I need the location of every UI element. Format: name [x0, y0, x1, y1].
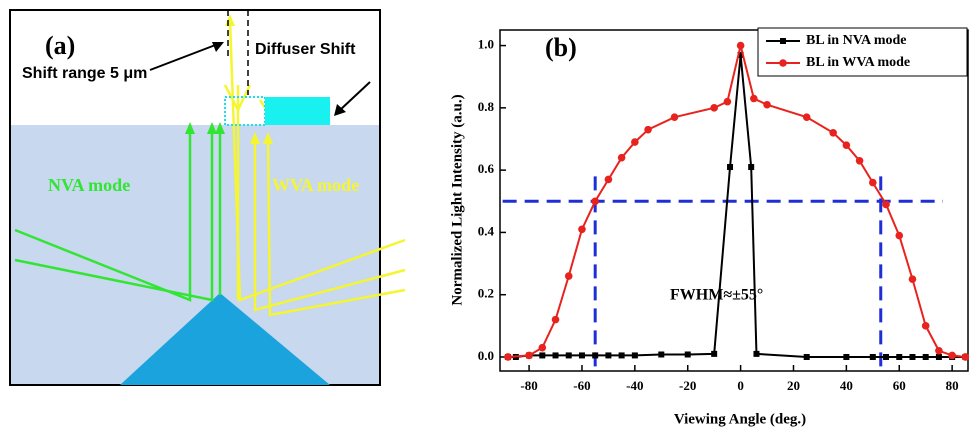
y-tick-label: 0.8	[478, 99, 495, 114]
marker	[882, 201, 890, 209]
shift-label: Shift range 5 μm	[22, 65, 147, 82]
marker	[779, 59, 787, 67]
marker	[553, 352, 559, 358]
pointer-head	[212, 42, 224, 52]
x-tick-label: 20	[787, 378, 800, 393]
marker	[525, 352, 533, 360]
pointer	[150, 44, 218, 70]
marker	[539, 344, 547, 352]
chart: (b) Viewing Angle (deg.) Normalized Ligh…	[449, 28, 969, 427]
marker	[895, 232, 903, 240]
marker	[922, 322, 930, 330]
marker	[843, 354, 849, 360]
marker	[883, 354, 889, 360]
diagram: (a) Shift range 5 μm Diffuser Shift NVA …	[10, 10, 405, 385]
x-tick-label: 0	[737, 378, 744, 393]
wva-label: WVA mode	[272, 175, 359, 195]
marker	[566, 352, 572, 358]
y-tick-label: 0.2	[478, 286, 494, 301]
marker	[870, 354, 876, 360]
marker	[804, 354, 810, 360]
diffuser-old	[225, 97, 265, 125]
marker	[644, 126, 652, 134]
marker	[552, 316, 560, 324]
diffuser	[265, 97, 330, 125]
legend-label: BL in WVA mode	[806, 55, 910, 70]
x-tick-label: -60	[573, 378, 590, 393]
marker	[504, 353, 512, 361]
marker	[605, 352, 611, 358]
marker	[671, 113, 679, 121]
figure: (a) Shift range 5 μm Diffuser Shift NVA …	[0, 0, 971, 434]
marker	[948, 352, 956, 360]
panel-label: (b)	[545, 33, 577, 62]
marker	[780, 38, 786, 44]
series-line	[508, 55, 965, 357]
marker	[803, 113, 811, 121]
marker	[923, 354, 929, 360]
marker	[856, 157, 864, 165]
legend-label: BL in NVA mode	[806, 33, 907, 48]
marker	[909, 275, 917, 283]
panel-label: (a)	[45, 31, 75, 60]
pointer	[340, 82, 370, 110]
marker	[539, 352, 545, 358]
y-tick-label: 0.6	[478, 161, 495, 176]
y-tick-label: 0.0	[478, 348, 494, 363]
nva-label: NVA mode	[48, 175, 130, 195]
x-tick-label: -20	[679, 378, 696, 393]
marker	[710, 104, 718, 112]
marker	[727, 164, 733, 170]
marker	[936, 354, 942, 360]
marker	[685, 351, 691, 357]
marker	[565, 272, 573, 280]
marker	[909, 354, 915, 360]
marker	[591, 197, 599, 205]
marker	[592, 352, 598, 358]
marker	[896, 354, 902, 360]
marker	[724, 98, 732, 106]
marker	[711, 351, 717, 357]
x-tick-label: -40	[626, 378, 643, 393]
marker	[753, 351, 759, 357]
marker	[843, 141, 851, 149]
marker	[631, 138, 639, 146]
x-tick-label: 80	[946, 378, 959, 393]
x-tick-label: -80	[520, 378, 537, 393]
marker	[829, 129, 837, 137]
page: (a) Shift range 5 μm Diffuser Shift NVA …	[0, 0, 971, 439]
marker	[619, 352, 625, 358]
marker	[632, 352, 638, 358]
marker	[935, 347, 943, 355]
x-tick-label: 40	[840, 378, 853, 393]
marker	[579, 352, 585, 358]
marker	[605, 176, 613, 184]
y-tick-label: 0.4	[478, 223, 495, 238]
x-tick-label: 60	[893, 378, 906, 393]
diffuser-label: Diffuser Shift	[255, 41, 356, 58]
marker	[962, 353, 970, 361]
marker	[750, 95, 758, 103]
y-tick-label: 1.0	[478, 37, 494, 52]
x-axis-label: Viewing Angle (deg.)	[674, 411, 806, 427]
marker	[748, 164, 754, 170]
y-axis-label: Normalized Light Intensity (a.u.)	[449, 94, 465, 305]
marker	[618, 154, 626, 162]
marker	[763, 101, 771, 109]
annotation: FWHM≈±55°	[670, 287, 763, 304]
marker	[869, 179, 877, 187]
marker	[658, 351, 664, 357]
marker	[737, 42, 745, 50]
marker	[578, 226, 586, 234]
